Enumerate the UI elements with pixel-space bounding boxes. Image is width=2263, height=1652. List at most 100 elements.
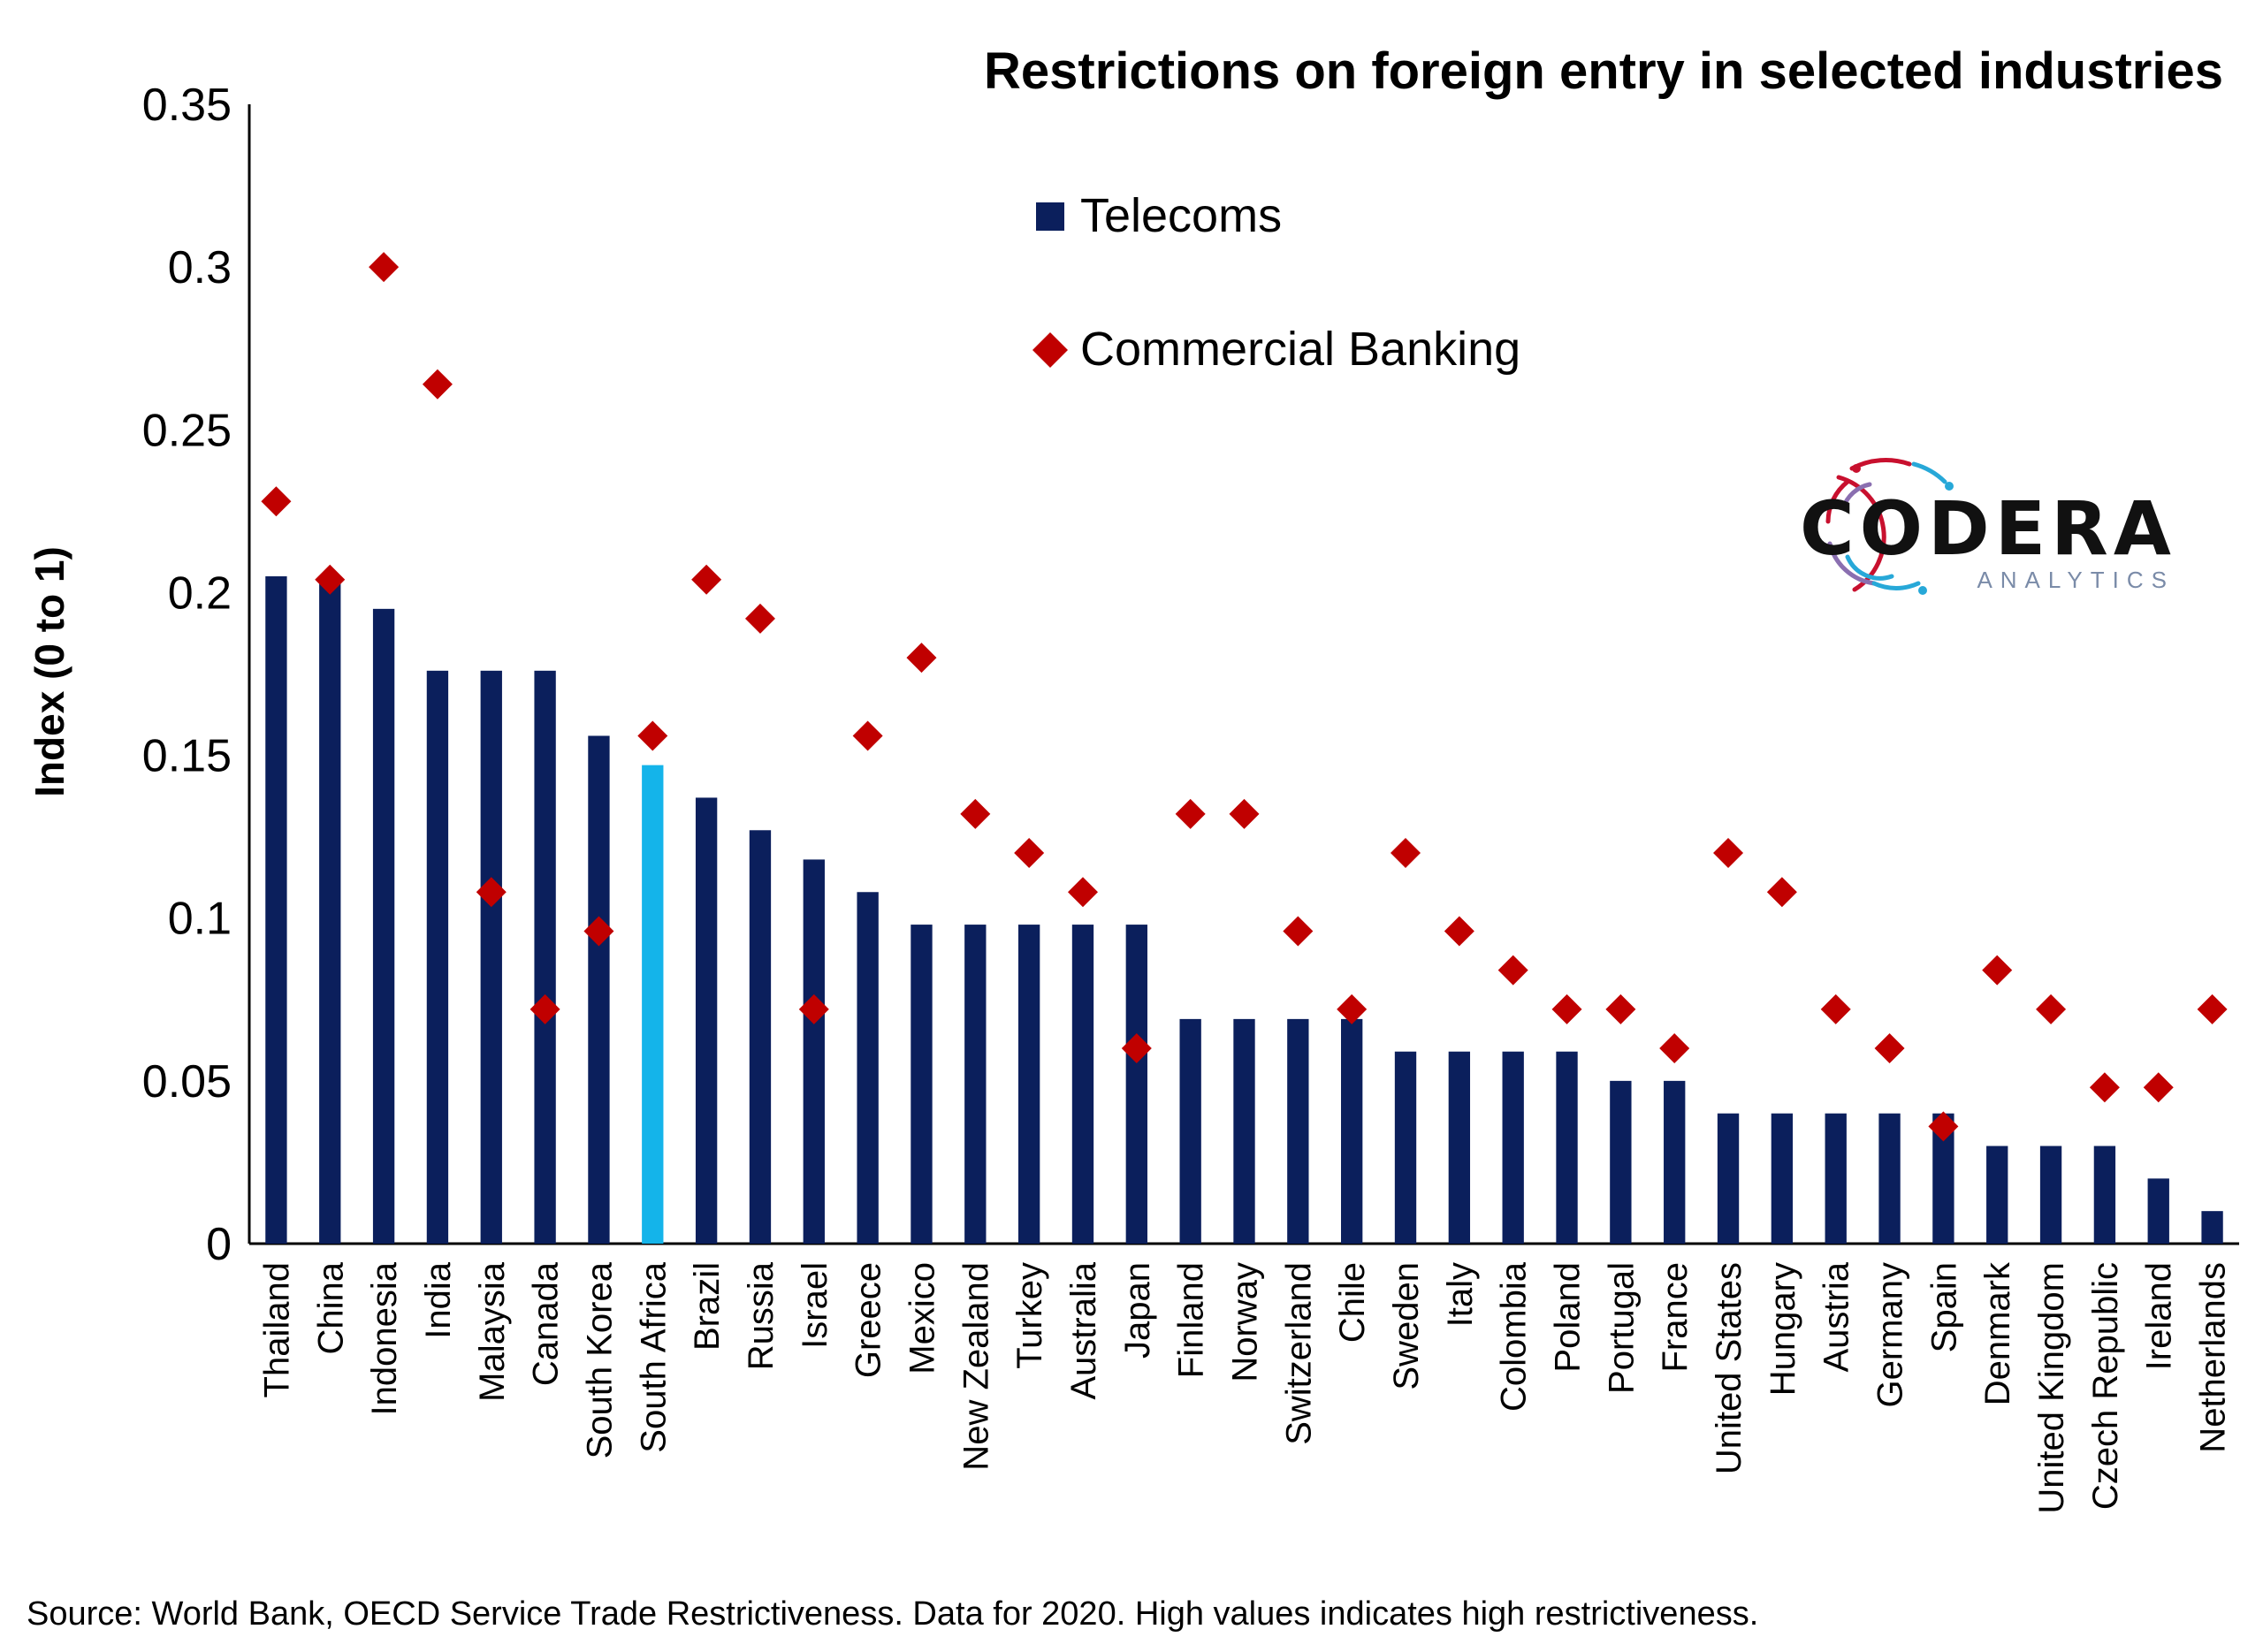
x-tick-label: Brazil: [688, 1262, 727, 1351]
x-tick-label: Germany: [1871, 1262, 1910, 1408]
marker-banking: [261, 486, 292, 517]
x-tick-label: Denmark: [1978, 1261, 2017, 1405]
x-tick-label: South Korea: [580, 1261, 619, 1458]
x-tick-label: France: [1656, 1262, 1695, 1373]
legend-marker-banking: [1032, 332, 1068, 368]
x-tick-label: Thailand: [257, 1262, 296, 1397]
logo-emblem-icon: [1825, 458, 1954, 595]
x-tick-label: United Kingdom: [2032, 1262, 2071, 1514]
bar-telecoms: [1771, 1113, 1794, 1244]
bar-telecoms: [2039, 1146, 2062, 1244]
y-tick-label: 0.25: [142, 405, 232, 456]
bar-telecoms: [749, 830, 772, 1244]
bar-telecoms: [1179, 1018, 1201, 1244]
bar-telecoms: [1287, 1018, 1309, 1244]
x-tick-label: India: [419, 1261, 458, 1338]
marker-banking: [960, 798, 991, 829]
source-note: Source: World Bank, OECD Service Trade R…: [27, 1595, 1758, 1633]
bar-telecoms: [1502, 1051, 1524, 1244]
x-tick-label: New Zealand: [956, 1262, 995, 1471]
bar-telecoms: [1341, 1018, 1363, 1244]
marker-banking: [1820, 993, 1851, 1024]
bar-telecoms: [803, 859, 825, 1244]
x-tick-label: South Africa: [634, 1261, 673, 1452]
marker-banking: [1444, 916, 1474, 947]
x-tick-label: Poland: [1549, 1262, 1588, 1373]
bar-telecoms: [2147, 1178, 2169, 1244]
marker-banking: [369, 252, 400, 283]
bar-telecoms: [1717, 1113, 1740, 1244]
x-tick-label: China: [311, 1261, 350, 1354]
codera-logo: CODERA ANALYTICS: [1800, 458, 2171, 595]
x-tick-label: Mexico: [903, 1262, 941, 1374]
marker-banking: [315, 564, 346, 595]
legend-swatch-telecoms: [1036, 202, 1064, 231]
y-tick-label: 0.15: [142, 731, 232, 782]
bar-telecoms: [1610, 1080, 1632, 1244]
marker-banking: [1121, 1033, 1152, 1064]
bar-telecoms: [426, 670, 449, 1244]
x-tick-label: Spain: [1924, 1262, 1963, 1352]
marker-banking: [1337, 993, 1368, 1024]
marker-banking: [1391, 838, 1421, 869]
x-tick-label: Russia: [742, 1261, 781, 1370]
y-tick-label: 0.35: [142, 80, 232, 131]
x-tick-label: Switzerland: [1279, 1262, 1318, 1445]
bar-telecoms: [2201, 1211, 2223, 1244]
y-tick-label: 0.3: [168, 242, 232, 293]
bar-telecoms: [1394, 1051, 1417, 1244]
marker-banking: [798, 993, 829, 1024]
y-tick-label: 0.1: [168, 894, 232, 945]
marker-banking: [744, 603, 775, 634]
x-tick-label: Hungary: [1764, 1262, 1802, 1396]
x-tick-label: Canada: [527, 1261, 566, 1386]
y-tick-label: 0.2: [168, 567, 232, 619]
banking-markers: [261, 252, 2228, 1142]
bar-telecoms: [1071, 925, 1094, 1244]
marker-banking: [1659, 1033, 1690, 1064]
bar-telecoms: [1233, 1018, 1255, 1244]
bar-telecoms: [1556, 1051, 1578, 1244]
marker-banking: [2089, 1072, 2120, 1103]
marker-banking: [530, 993, 560, 1024]
marker-banking: [1713, 838, 1744, 869]
marker-banking: [1605, 993, 1636, 1024]
legend-label-banking: Commercial Banking: [1080, 323, 1520, 376]
marker-banking: [852, 720, 883, 751]
y-axis: 0 0.05 0.1 0.15 0.2 0.25 0.3 0.35 Index (0 to 1…: [27, 80, 251, 1270]
x-tick-label: Netherlands: [2194, 1262, 2233, 1453]
x-tick-label: Chile: [1333, 1262, 1372, 1343]
bar-telecoms: [1986, 1146, 2008, 1244]
bar-telecoms: [1664, 1080, 1686, 1244]
x-tick-label: Indonesia: [365, 1261, 404, 1415]
marker-banking: [2143, 1072, 2174, 1103]
bar-telecoms: [911, 925, 933, 1244]
bar-telecoms: [588, 735, 610, 1244]
bar-telecoms: [480, 670, 502, 1244]
marker-banking: [1283, 916, 1314, 947]
x-tick-label: Ireland: [2140, 1262, 2179, 1370]
marker-banking: [2197, 993, 2228, 1024]
y-tick-labels: 0 0.05 0.1 0.15 0.2 0.25 0.3 0.35: [142, 80, 232, 1270]
x-tick-label: Malaysia: [473, 1261, 512, 1402]
x-tick-label: Italy: [1441, 1262, 1480, 1327]
marker-banking: [583, 916, 614, 947]
marker-banking: [1497, 955, 1528, 986]
marker-banking: [1175, 798, 1206, 829]
legend-label-telecoms: Telecoms: [1080, 189, 1282, 242]
bar-telecoms: [1878, 1113, 1901, 1244]
marker-banking: [1928, 1111, 1959, 1142]
marker-banking: [1551, 993, 1582, 1024]
marker-banking: [1014, 838, 1045, 869]
marker-banking: [422, 369, 453, 400]
x-tick-label: Turkey: [1010, 1262, 1049, 1369]
marker-banking: [1067, 877, 1098, 908]
bar-telecoms: [319, 576, 341, 1244]
x-tick-label: Finland: [1172, 1262, 1211, 1378]
x-tick-label: Austria: [1817, 1261, 1856, 1372]
x-tick-label: Colombia: [1495, 1261, 1534, 1412]
x-tick-label: Portugal: [1602, 1262, 1641, 1394]
y-axis-title: Index (0 to 1): [27, 546, 72, 797]
marker-banking: [1766, 877, 1797, 908]
